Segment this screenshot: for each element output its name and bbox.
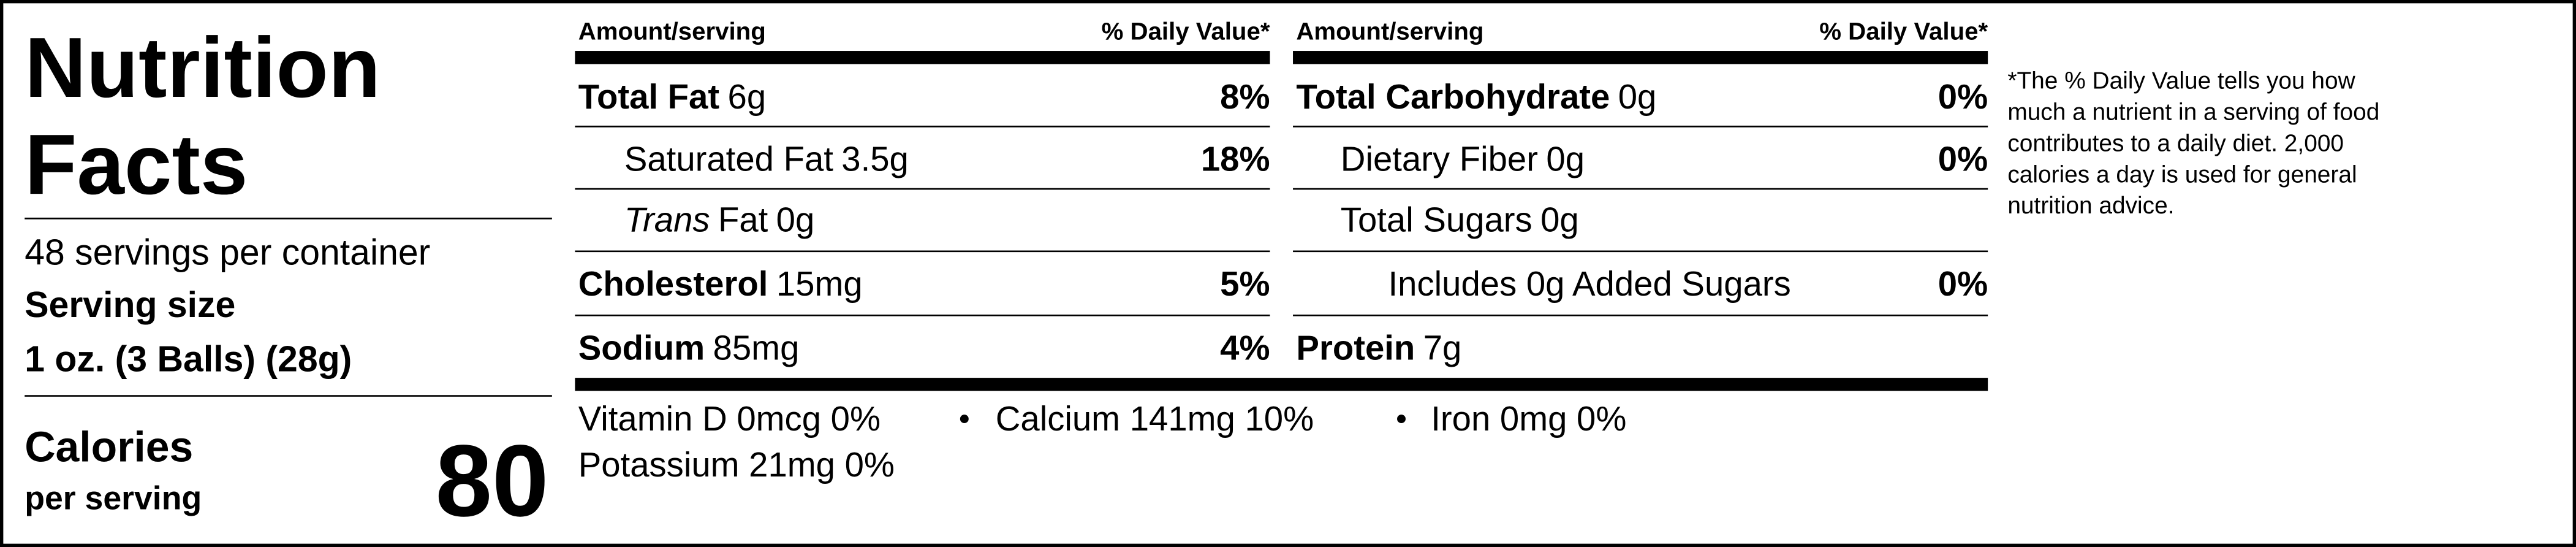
- serving-size: 1 oz. (3 Balls) (28g): [25, 339, 352, 379]
- nutrient-name: Total Carbohydrate: [1296, 77, 1610, 116]
- footnote-line: calories a day is used for general: [2007, 161, 2357, 188]
- serving-size-label: Serving size: [25, 285, 235, 325]
- header-amount: Amount/serving: [578, 17, 766, 45]
- footnote-line: *The % Daily Value tells you how: [2007, 68, 2355, 94]
- nutrient-amount: 85mg: [713, 329, 800, 367]
- nutrient-amount: 0g: [776, 201, 815, 239]
- micronutrient: Calcium 141mg 10%: [996, 399, 1314, 438]
- nutrient-name: Total Sugars: [1341, 201, 1532, 239]
- header-dv: % Daily Value*: [1819, 17, 1988, 45]
- title-line: Nutrition: [25, 20, 381, 115]
- nutrient-amount: 0g: [1618, 77, 1657, 116]
- nutrient-amount: 7g: [1423, 329, 1462, 367]
- nutrient-name: Protein: [1296, 329, 1415, 367]
- nutrient-row: Sodium 85mg: [578, 329, 800, 367]
- footnote-line: much a nutrient in a serving of food: [2007, 99, 2379, 126]
- calories-label: Calories: [25, 423, 193, 471]
- thick-bar: [1293, 51, 1988, 64]
- header-dv: % Daily Value*: [1102, 17, 1270, 45]
- nutrient-row: Total Sugars 0g: [1341, 201, 1579, 239]
- nutrient-dv: 5%: [1220, 264, 1270, 303]
- separator-dot: [960, 415, 969, 424]
- servings: 48 servings per container: [25, 232, 430, 272]
- title-line: Facts: [25, 117, 248, 212]
- nutrient-row: Trans Fat 0g: [624, 201, 814, 239]
- nutrient-name: Fat: [718, 201, 768, 239]
- nutrient-dv: 18%: [1201, 140, 1270, 178]
- header-amount: Amount/serving: [1296, 17, 1483, 45]
- nutrient-dv: 4%: [1220, 329, 1270, 367]
- nutrient-row: Total Carbohydrate 0g: [1296, 77, 1656, 116]
- nutrient-amount: 15mg: [776, 264, 863, 303]
- nutrient-amount: 0g: [1546, 140, 1585, 178]
- nutrient-row: Saturated Fat 3.5g: [624, 140, 909, 178]
- footnote-line: contributes to a daily diet. 2,000: [2007, 130, 2344, 156]
- nutrient-name: Saturated Fat: [624, 140, 833, 178]
- calories-sub: per serving: [25, 480, 202, 516]
- separator-dot: [1397, 415, 1406, 424]
- nutrient-amount: 0g: [1540, 201, 1579, 239]
- nutrient-row: Cholesterol 15mg: [578, 264, 863, 303]
- nutrient-name: Sodium: [578, 329, 705, 367]
- footnote-line: nutrition advice.: [2007, 193, 2174, 219]
- nutrient-name-prefix: Trans: [624, 201, 710, 239]
- nutrient-dv: 0%: [1938, 140, 1988, 178]
- micronutrient: Vitamin D 0mcg 0%: [578, 399, 881, 438]
- micronutrient: Potassium 21mg 0%: [578, 445, 895, 484]
- calories-value: 80: [436, 424, 549, 538]
- nutrient-name: Dietary Fiber: [1341, 140, 1538, 178]
- nutrient-dv: 0%: [1938, 264, 1988, 303]
- nutrient-dv: 8%: [1220, 77, 1270, 116]
- nutrient-name: Cholesterol: [578, 264, 768, 303]
- nutrient-name: Total Fat: [578, 77, 720, 116]
- nutrient-name: Includes 0g Added Sugars: [1388, 264, 1791, 303]
- thick-bar: [575, 378, 1988, 391]
- nutrient-row: Total Fat 6g: [578, 77, 766, 116]
- nutrient-amount: 3.5g: [841, 140, 909, 178]
- thick-bar: [575, 51, 1270, 64]
- micronutrient: Iron 0mg 0%: [1431, 399, 1626, 438]
- nutrient-amount: 6g: [728, 77, 767, 116]
- nutrient-row: Dietary Fiber 0g: [1341, 140, 1585, 178]
- nutrient-row: Protein 7g: [1296, 329, 1461, 367]
- nutrient-dv: 0%: [1938, 77, 1988, 116]
